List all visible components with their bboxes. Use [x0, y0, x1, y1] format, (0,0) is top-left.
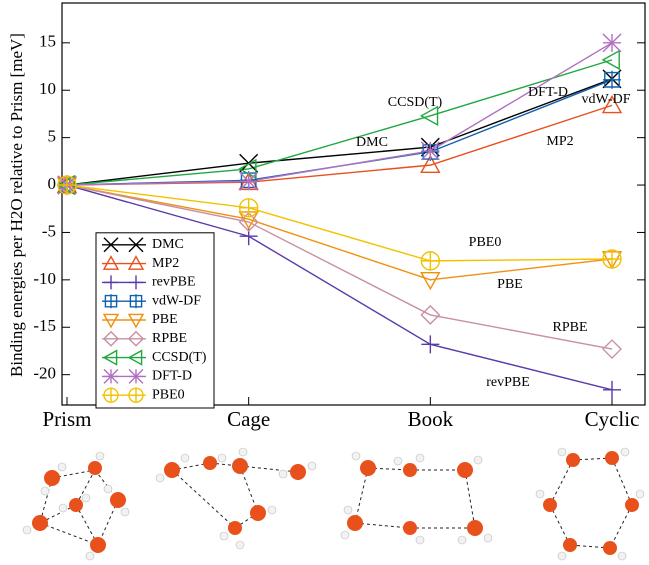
- y-tick-label: 5: [48, 127, 57, 146]
- annotation: vdW-DF: [582, 92, 631, 107]
- annotation: DFT-D: [528, 85, 568, 100]
- marker: [603, 381, 621, 399]
- legend-label: RPBE: [152, 331, 187, 346]
- marker: [129, 294, 143, 308]
- legend-label: DFT-D: [152, 369, 192, 384]
- annotation: PBE0: [469, 235, 502, 250]
- x-tick-label: Prism: [42, 407, 91, 431]
- molecule-cage: [156, 448, 316, 549]
- marker: [421, 335, 439, 353]
- molecule-book: [341, 452, 492, 544]
- annotation: CCSD(T): [388, 95, 443, 110]
- y-axis-label: Binding energies per H2O relative to Pri…: [7, 33, 26, 377]
- marker: [240, 227, 258, 245]
- series-line: [67, 43, 612, 185]
- marker: [421, 252, 439, 270]
- series-line: [67, 105, 612, 185]
- legend-label: MP2: [152, 256, 179, 271]
- y-tick-label: 15: [39, 32, 56, 51]
- marker: [421, 273, 439, 289]
- marker-shape: [240, 227, 258, 245]
- marker: [58, 176, 76, 194]
- marker: [104, 294, 118, 308]
- y-tick-label: -10: [33, 269, 56, 288]
- molecule-prism: [23, 452, 129, 560]
- legend-label: DMC: [152, 237, 184, 252]
- marker-shape: [421, 273, 439, 289]
- marker-shape: [603, 381, 621, 399]
- annotation: DMC: [356, 135, 388, 150]
- annotation: MP2: [546, 134, 573, 149]
- marker: [104, 369, 118, 383]
- marker-shape: [421, 335, 439, 353]
- y-tick-label: 0: [48, 174, 57, 193]
- legend-label: CCSD(T): [152, 350, 207, 365]
- legend-label: PBE0: [152, 387, 185, 402]
- marker: [603, 250, 621, 268]
- x-tick-label: Cyclic: [585, 407, 640, 431]
- x-tick-label: Book: [408, 407, 454, 431]
- marker: [421, 142, 439, 160]
- marker: [240, 172, 258, 190]
- x-tick-label: Cage: [227, 407, 270, 431]
- marker: [240, 199, 258, 217]
- legend-label: vdW-DF: [152, 293, 201, 308]
- marker: [104, 388, 118, 402]
- marker: [603, 34, 621, 52]
- y-tick-label: -5: [42, 221, 56, 240]
- annotation: PBE: [497, 277, 523, 292]
- y-tick-label: -20: [33, 364, 56, 383]
- annotation: revPBE: [486, 375, 530, 390]
- marker: [129, 369, 143, 383]
- marker: [129, 388, 143, 402]
- y-tick-label: -15: [33, 316, 56, 335]
- annotation: RPBE: [552, 320, 587, 335]
- molecule-cyclic: [536, 448, 644, 560]
- y-tick-label: 10: [39, 79, 56, 98]
- chart: Binding energies per H2O relative to Pri…: [0, 0, 649, 565]
- legend-label: PBE: [152, 312, 178, 327]
- plot-area: -20 -15 -10 -5 0 5 10 15 Prism Cage Book Cyclic CCSD…: [33, 3, 645, 431]
- legend-label: revPBE: [152, 275, 196, 290]
